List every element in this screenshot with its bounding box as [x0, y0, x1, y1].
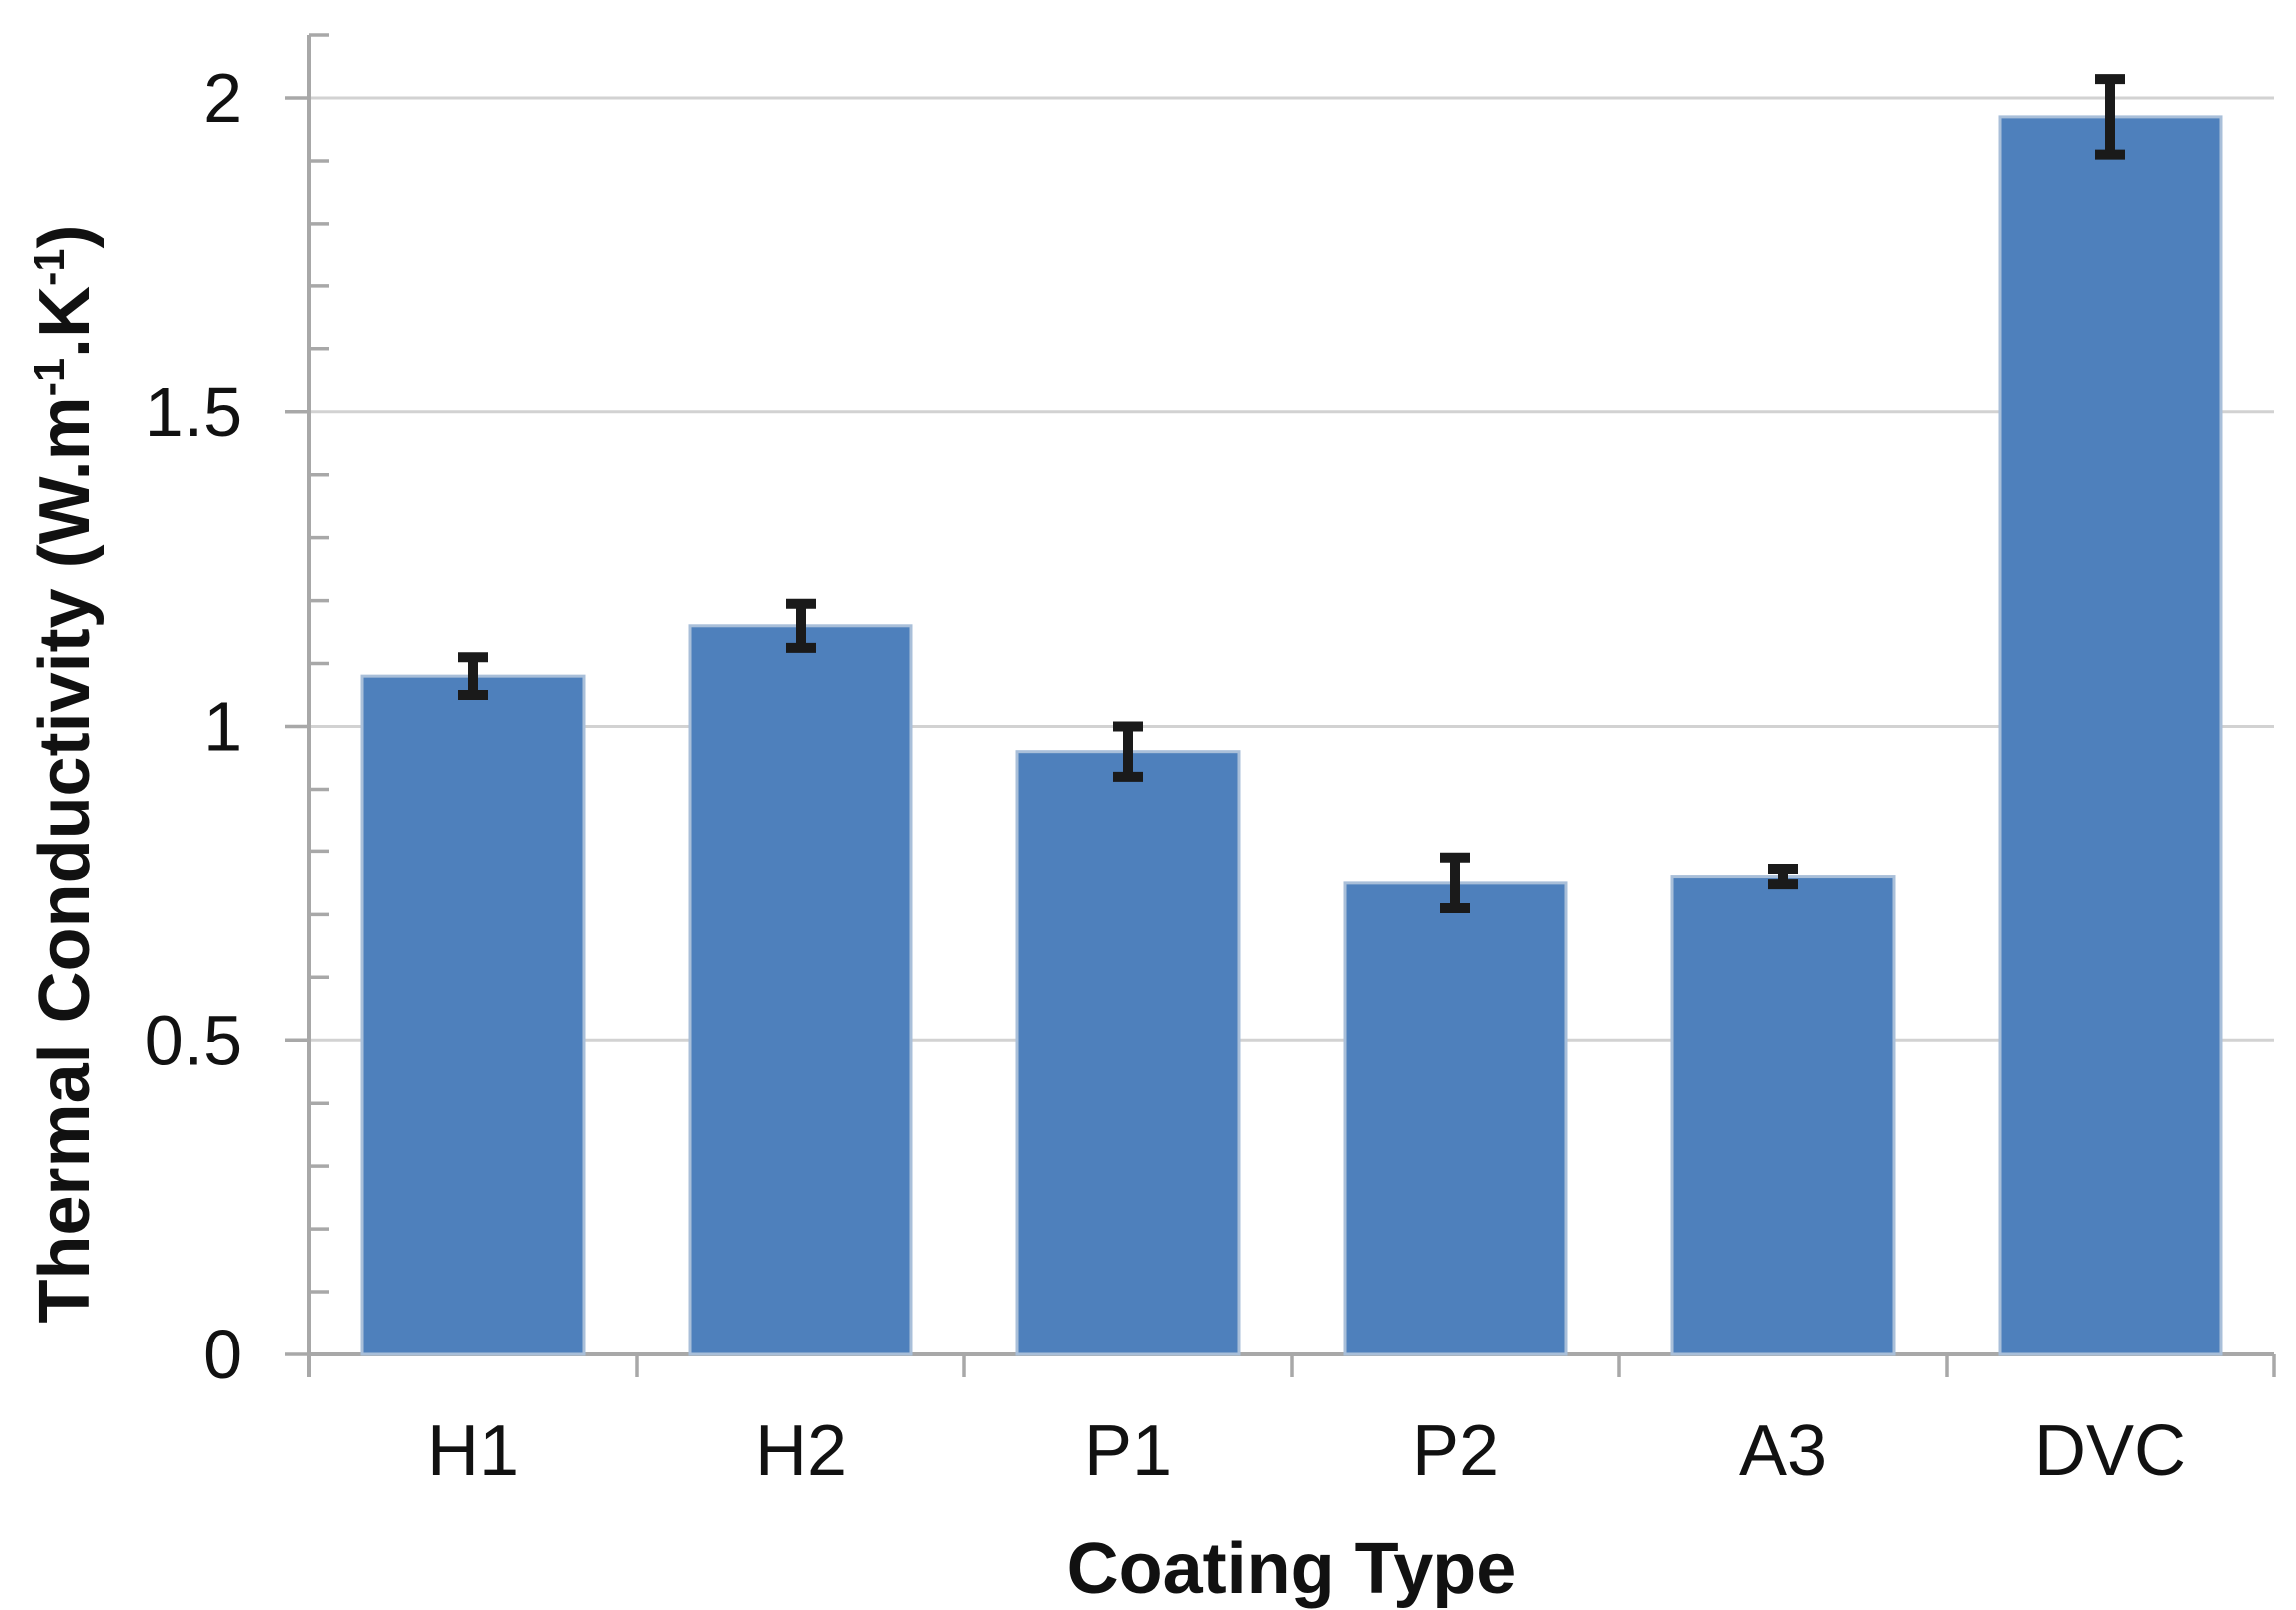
bar-P2	[1343, 881, 1568, 1356]
x-tick-label-H2: H2	[755, 1411, 847, 1491]
bar-DVC	[1998, 115, 2223, 1356]
y-axis-title-text: )	[25, 224, 105, 249]
x-tick-label-A3: A3	[1739, 1411, 1827, 1491]
y-tick-label-2: 2	[203, 59, 242, 137]
y-axis-title: Thermal Conductivity (W.m-1.K-1)	[22, 25, 108, 1522]
y-axis-title-text: .K	[25, 285, 105, 358]
x-tick-label-P2: P2	[1412, 1411, 1499, 1491]
y-tick-label-0.5: 0.5	[145, 1001, 242, 1079]
y-tick-label-1: 1	[203, 688, 242, 766]
y-tick-label-0: 0	[203, 1316, 242, 1393]
x-tick-label-H1: H1	[427, 1411, 519, 1491]
x-tick-label-DVC: DVC	[2034, 1411, 2186, 1491]
superscript-exponent: -1	[26, 248, 74, 286]
superscript-exponent: -1	[26, 357, 74, 397]
y-axis-title-text: Thermal Conductivity (W.m	[25, 396, 105, 1324]
bar-A3	[1670, 875, 1896, 1356]
bar-H2	[688, 624, 913, 1356]
y-tick-label-1.5: 1.5	[145, 373, 242, 451]
bar-P1	[1015, 750, 1241, 1356]
x-tick-label-P1: P1	[1084, 1411, 1172, 1491]
x-axis-title: Coating Type	[1066, 1529, 1517, 1609]
bar-H1	[360, 674, 586, 1356]
